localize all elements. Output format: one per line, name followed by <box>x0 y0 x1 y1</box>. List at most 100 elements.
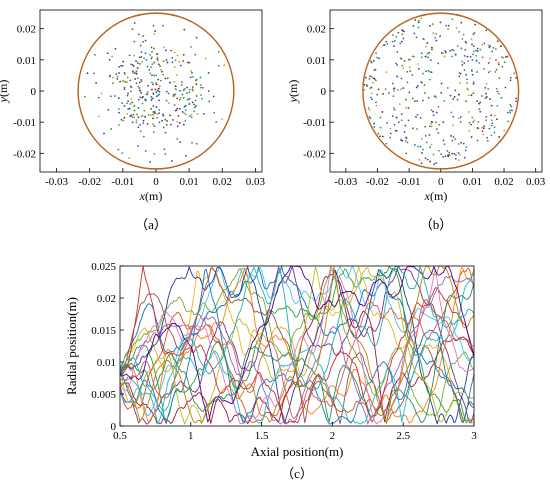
pb-data-point <box>432 32 435 35</box>
pa-data-point <box>134 78 137 80</box>
pb-data-point <box>429 70 431 73</box>
pa-data-point <box>118 72 120 74</box>
pa-data-point <box>131 28 134 31</box>
pa-data-point <box>113 95 116 97</box>
pb-data-point <box>455 26 458 29</box>
pa-data-point <box>165 99 168 102</box>
pa-data-point <box>152 24 155 27</box>
pb-data-point <box>475 49 478 52</box>
panel-c-ticks: 0.5 1 1.5 2 2.5 3 0.025 0.02 0.015 0.01 0.005 0 <box>91 261 477 442</box>
pb-data-point <box>363 83 366 86</box>
pa-data-point <box>114 47 117 50</box>
pb-data-point <box>443 55 446 58</box>
pb-data-point <box>464 149 467 152</box>
pb-data-point <box>454 138 457 141</box>
pb-data-point <box>472 53 475 56</box>
pb-data-point <box>367 107 370 109</box>
pb-data-point <box>486 139 489 142</box>
pa-data-point <box>136 113 138 116</box>
pb-data-point <box>476 100 479 103</box>
pa-data-point <box>129 85 132 88</box>
pa-data-point <box>118 65 121 68</box>
pb-data-point <box>490 114 493 117</box>
pa-data-point <box>179 96 182 99</box>
pa-data-point <box>147 114 150 116</box>
pa-data-point <box>121 64 124 67</box>
caption-b: （b） <box>420 217 453 232</box>
pb-data-point <box>486 95 488 98</box>
pa-data-point <box>191 86 194 88</box>
pb-data-point <box>454 157 457 160</box>
pa-data-point <box>171 61 174 64</box>
pb-data-point <box>440 82 443 85</box>
pb-data-point <box>430 125 433 128</box>
pb-data-point <box>466 55 469 58</box>
pa-data-point <box>186 92 188 94</box>
pb-data-point <box>370 76 373 78</box>
pa-data-point <box>117 148 120 151</box>
pa-data-point <box>144 150 147 152</box>
pb-data-point <box>435 128 438 130</box>
pb-x-tick-label: 0.02 <box>494 176 513 188</box>
pb-data-point <box>466 87 469 90</box>
pa-data-point <box>123 105 126 107</box>
pb-data-point <box>495 59 497 61</box>
pb-data-point <box>493 126 496 129</box>
pb-data-point <box>421 152 423 154</box>
pa-data-point <box>158 90 161 93</box>
pb-data-point <box>466 82 468 84</box>
pc-trajectory-line <box>119 266 475 425</box>
panel-c-y-axis-label: Radial position(m) <box>64 297 79 395</box>
pa-data-point <box>132 70 134 73</box>
pa-data-point <box>167 102 170 105</box>
pa-data-point <box>173 51 176 54</box>
pc-y-tick-label: 0.015 <box>91 325 116 337</box>
pa-data-point <box>182 53 185 56</box>
pa-data-point <box>164 77 167 80</box>
pb-data-point <box>375 52 377 55</box>
pa-data-point <box>155 53 158 55</box>
pa-data-point <box>169 114 171 117</box>
pb-data-point <box>413 32 416 35</box>
pb-data-point <box>406 70 409 73</box>
pb-data-point <box>472 50 475 53</box>
pb-data-point <box>393 123 396 126</box>
pa-data-point <box>170 49 173 52</box>
pb-data-point <box>460 47 463 50</box>
pb-data-point <box>377 88 380 91</box>
pa-data-point <box>132 72 134 74</box>
pa-data-point <box>120 118 123 121</box>
pb-data-point <box>433 95 436 98</box>
pb-data-point <box>447 28 449 30</box>
pb-data-point <box>415 116 417 118</box>
pb-data-point <box>498 63 500 66</box>
pb-data-point <box>434 121 437 124</box>
pb-data-point <box>434 36 437 39</box>
pa-data-point <box>149 161 151 163</box>
pa-data-point <box>153 32 156 35</box>
pb-data-point <box>397 89 399 91</box>
pb-data-point <box>510 105 513 108</box>
pa-data-point <box>164 153 167 155</box>
pb-data-point <box>482 127 485 130</box>
pa-data-point <box>97 115 100 118</box>
pa-data-point <box>106 52 109 55</box>
pa-data-point <box>83 95 86 98</box>
pb-data-point <box>366 83 368 86</box>
pa-data-point <box>184 113 187 116</box>
pa-data-point <box>137 116 140 119</box>
pa-data-point <box>174 59 177 62</box>
pa-data-point <box>164 131 167 134</box>
pb-data-point <box>416 84 419 87</box>
pa-data-point <box>135 119 138 122</box>
pb-data-point <box>506 111 509 114</box>
pb-data-point <box>412 127 414 130</box>
pa-data-point <box>140 78 143 81</box>
pa-data-point <box>166 61 169 64</box>
pa-data-point <box>142 95 144 98</box>
pa-data-point <box>139 123 141 126</box>
pb-data-point <box>488 46 491 49</box>
pb-data-point <box>405 98 407 101</box>
pb-data-point <box>484 97 487 99</box>
caption-c: （c） <box>281 466 313 481</box>
